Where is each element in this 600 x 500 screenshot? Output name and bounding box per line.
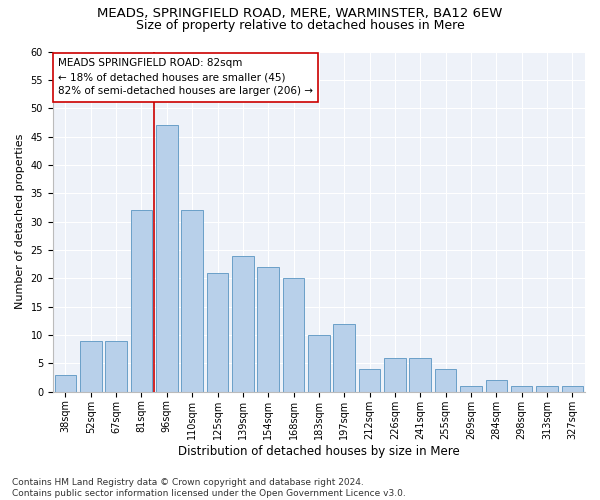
Bar bbox=[536, 386, 558, 392]
Bar bbox=[511, 386, 532, 392]
Bar bbox=[283, 278, 304, 392]
Bar bbox=[55, 375, 76, 392]
Text: Size of property relative to detached houses in Mere: Size of property relative to detached ho… bbox=[136, 18, 464, 32]
Bar bbox=[460, 386, 482, 392]
Bar bbox=[131, 210, 152, 392]
Bar bbox=[384, 358, 406, 392]
Bar bbox=[232, 256, 254, 392]
X-axis label: Distribution of detached houses by size in Mere: Distribution of detached houses by size … bbox=[178, 444, 460, 458]
Bar bbox=[435, 369, 457, 392]
Bar bbox=[106, 341, 127, 392]
Bar bbox=[308, 335, 329, 392]
Text: MEADS, SPRINGFIELD ROAD, MERE, WARMINSTER, BA12 6EW: MEADS, SPRINGFIELD ROAD, MERE, WARMINSTE… bbox=[97, 8, 503, 20]
Bar bbox=[485, 380, 507, 392]
Bar bbox=[359, 369, 380, 392]
Bar bbox=[181, 210, 203, 392]
Bar bbox=[80, 341, 101, 392]
Bar bbox=[207, 272, 228, 392]
Bar bbox=[334, 324, 355, 392]
Bar bbox=[409, 358, 431, 392]
Bar bbox=[156, 125, 178, 392]
Bar bbox=[257, 267, 279, 392]
Text: Contains HM Land Registry data © Crown copyright and database right 2024.
Contai: Contains HM Land Registry data © Crown c… bbox=[12, 478, 406, 498]
Y-axis label: Number of detached properties: Number of detached properties bbox=[15, 134, 25, 310]
Text: MEADS SPRINGFIELD ROAD: 82sqm
← 18% of detached houses are smaller (45)
82% of s: MEADS SPRINGFIELD ROAD: 82sqm ← 18% of d… bbox=[58, 58, 313, 96]
Bar bbox=[562, 386, 583, 392]
